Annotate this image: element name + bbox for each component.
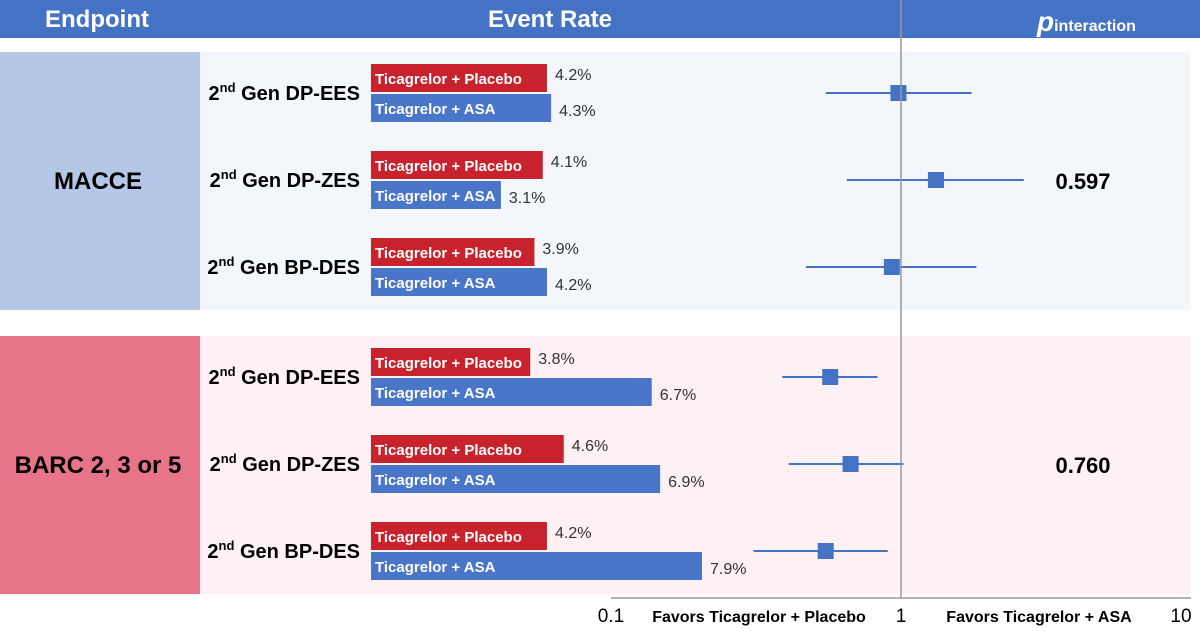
placebo-bar-label: Ticagrelor + Placebo xyxy=(375,355,522,372)
stent-label: 2nd Gen DP-ZES xyxy=(210,167,360,192)
hazard-ratio-marker xyxy=(822,369,839,385)
placebo-bar-label: Ticagrelor + Placebo xyxy=(375,71,522,88)
asa-bar xyxy=(371,94,552,122)
header-event-rate: Event Rate xyxy=(488,6,612,33)
placebo-bar-label: Ticagrelor + Placebo xyxy=(375,158,522,175)
hazard-ratio-marker xyxy=(890,85,907,101)
favors-left-label: Favors Ticagrelor + Placebo xyxy=(652,609,866,626)
endpoint-band xyxy=(0,336,200,594)
placebo-rate-label: 3.8% xyxy=(538,351,574,368)
endpoint-label: BARC 2, 3 or 5 xyxy=(15,452,182,479)
stent-label-suffix: Gen DP-ZES xyxy=(237,170,360,192)
stent-label-sup: nd xyxy=(221,167,237,182)
header-p-main: p xyxy=(1036,6,1054,37)
placebo-bar-label: Ticagrelor + Placebo xyxy=(375,442,522,459)
asa-rate-label: 3.1% xyxy=(509,190,545,207)
stent-label-prefix: 2 xyxy=(209,367,220,389)
asa-rate-label: 4.3% xyxy=(559,103,595,120)
stent-label: 2nd Gen BP-DES xyxy=(207,538,360,563)
asa-bar xyxy=(371,181,501,209)
stent-label-suffix: Gen DP-EES xyxy=(236,83,360,105)
asa-bar xyxy=(371,268,547,296)
placebo-rate-label: 4.2% xyxy=(555,525,591,542)
header-endpoint: Endpoint xyxy=(45,6,149,33)
header-bar xyxy=(0,0,1200,38)
asa-bar xyxy=(371,552,703,580)
subgroup-row: 2nd Gen DP-EES Ticagrelor + Placebo 3.8% Ti… xyxy=(209,348,878,406)
stent-label-prefix: 2 xyxy=(207,257,218,279)
axis-layer: 0.1 1 10 Favors Ticagrelor + Placebo Favors … xyxy=(598,0,1192,627)
endpoint-band xyxy=(0,52,200,310)
hazard-ratio-marker xyxy=(817,543,834,559)
subgroup-row: 2nd Gen DP-EES Ticagrelor + Placebo 4.2% Ti… xyxy=(209,64,972,122)
asa-rate-label: 6.7% xyxy=(660,387,696,404)
endpoint-label: MACCE xyxy=(54,168,142,195)
stent-label-sup: nd xyxy=(219,538,235,553)
stent-label-sup: nd xyxy=(220,364,236,379)
hazard-ratio-marker xyxy=(842,456,859,472)
placebo-bar xyxy=(371,151,543,179)
subgroup-row: 2nd Gen BP-DES Ticagrelor + Placebo 4.2% Ti… xyxy=(207,522,888,580)
stent-label-prefix: 2 xyxy=(210,170,221,192)
asa-bar-label: Ticagrelor + ASA xyxy=(375,385,496,402)
stent-label: 2nd Gen BP-DES xyxy=(207,254,360,279)
stent-label-sup: nd xyxy=(219,254,235,269)
asa-rate-label: 6.9% xyxy=(668,474,704,491)
placebo-rate-label: 3.9% xyxy=(542,241,578,258)
stent-label-prefix: 2 xyxy=(207,541,218,563)
placebo-bar xyxy=(371,348,531,376)
x-tick-label: 10 xyxy=(1170,606,1191,627)
asa-bar-label: Ticagrelor + ASA xyxy=(375,188,496,205)
stent-label-suffix: Gen BP-DES xyxy=(234,541,360,563)
placebo-bar xyxy=(371,238,535,266)
header-p-interaction: pinteraction xyxy=(1036,6,1136,37)
stent-label: 2nd Gen DP-EES xyxy=(209,364,361,389)
stent-label: 2nd Gen DP-EES xyxy=(209,80,361,105)
stent-label-sup: nd xyxy=(220,80,236,95)
placebo-bar xyxy=(371,522,547,550)
asa-bar-label: Ticagrelor + ASA xyxy=(375,472,496,489)
placebo-rate-label: 4.6% xyxy=(572,438,608,455)
placebo-rate-label: 4.2% xyxy=(555,67,591,84)
stent-label-prefix: 2 xyxy=(210,454,221,476)
asa-bar xyxy=(371,378,652,406)
stent-label-prefix: 2 xyxy=(209,83,220,105)
group-panel xyxy=(200,336,1190,594)
stent-label-sup: nd xyxy=(221,451,237,466)
stent-label-suffix: Gen BP-DES xyxy=(234,257,360,279)
subgroup-row: 2nd Gen BP-DES Ticagrelor + Placebo 3.9% Ti… xyxy=(207,238,977,296)
asa-bar xyxy=(371,465,661,493)
x-tick-label: 1 xyxy=(896,606,907,627)
placebo-bar-label: Ticagrelor + Placebo xyxy=(375,245,522,262)
stent-label: 2nd Gen DP-ZES xyxy=(210,451,360,476)
asa-bar-label: Ticagrelor + ASA xyxy=(375,275,496,292)
p-interaction-value: 0.760 xyxy=(1055,453,1110,478)
favors-right-label: Favors Ticagrelor + ASA xyxy=(946,609,1132,626)
x-tick-label: 0.1 xyxy=(598,606,624,627)
hazard-ratio-marker xyxy=(883,259,900,275)
placebo-rate-label: 4.1% xyxy=(551,154,587,171)
asa-rate-label: 7.9% xyxy=(710,561,746,578)
group-panel xyxy=(200,52,1190,310)
header-p-sub: interaction xyxy=(1054,18,1136,35)
placebo-bar xyxy=(371,64,547,92)
p-interaction-value: 0.597 xyxy=(1055,169,1110,194)
asa-bar-label: Ticagrelor + ASA xyxy=(375,559,496,576)
stent-label-suffix: Gen DP-EES xyxy=(236,367,360,389)
hazard-ratio-marker xyxy=(927,172,944,188)
subgroup-row: 2nd Gen DP-ZES Ticagrelor + Placebo 4.6% Ti… xyxy=(210,435,904,493)
subgroup-row: 2nd Gen DP-ZES Ticagrelor + Placebo 4.1% Ti… xyxy=(210,151,1024,209)
placebo-bar xyxy=(371,435,564,463)
asa-bar-label: Ticagrelor + ASA xyxy=(375,101,496,118)
asa-rate-label: 4.2% xyxy=(555,277,591,294)
placebo-bar-label: Ticagrelor + Placebo xyxy=(375,529,522,546)
stent-label-suffix: Gen DP-ZES xyxy=(237,454,360,476)
